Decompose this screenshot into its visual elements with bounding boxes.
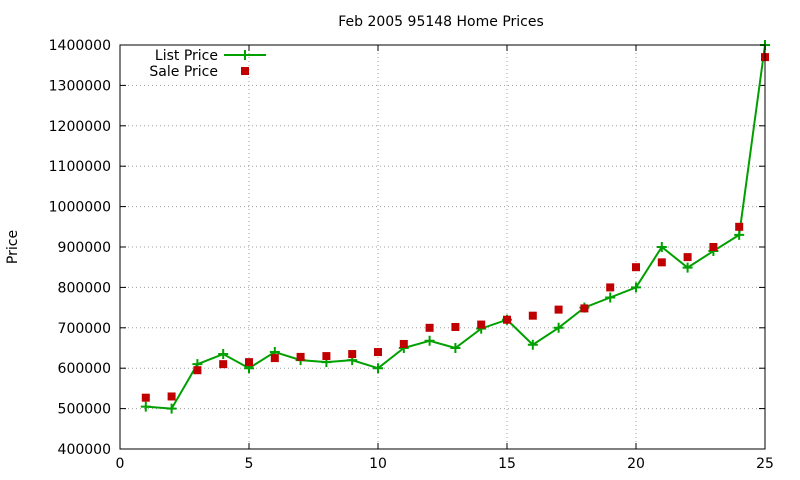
list-price-point xyxy=(424,335,435,346)
sale-price-point xyxy=(451,322,460,331)
list-price-point xyxy=(527,339,538,350)
list-price-point xyxy=(682,262,693,273)
y-tick-label: 900000 xyxy=(58,240,111,256)
sale-price-point xyxy=(632,263,640,272)
sale-price-point xyxy=(735,222,744,231)
y-tick-label: 500000 xyxy=(58,402,111,418)
list-price-point xyxy=(166,403,177,414)
sale-price-point xyxy=(477,320,486,329)
sale-price-point xyxy=(399,339,408,348)
list-price-point xyxy=(218,349,229,360)
sale-price-point xyxy=(580,304,589,313)
list-price-point xyxy=(140,401,151,412)
chart-title: Feb 2005 95148 Home Prices xyxy=(338,14,544,30)
sale-price-point xyxy=(606,283,615,292)
list-price-point xyxy=(656,242,667,252)
y-tick-label: 1400000 xyxy=(49,38,111,54)
x-tick-label: 15 xyxy=(498,456,516,472)
sale-price-point xyxy=(503,315,511,324)
sale-price-point xyxy=(374,348,382,357)
list-price-point xyxy=(373,363,383,374)
sale-price-point xyxy=(528,311,537,320)
sale-price-point xyxy=(322,352,331,361)
x-tick-label: 5 xyxy=(245,456,254,472)
grid xyxy=(120,45,765,449)
axis-ticks: 0 5 10 15 20 25 400000 500000 600000 700000 800000… xyxy=(49,38,774,472)
legend-swatch-list-price-marker xyxy=(240,50,250,60)
y-tick-label: 800000 xyxy=(58,280,111,296)
sale-price-point xyxy=(219,360,228,369)
y-tick-label: 1300000 xyxy=(49,78,111,94)
plot-frame xyxy=(119,44,766,450)
list-price-line xyxy=(145,44,766,410)
sale-price-point xyxy=(167,392,176,401)
sale-price-point xyxy=(193,366,202,375)
y-tick-label: 600000 xyxy=(58,361,111,377)
y-tick-label: 1000000 xyxy=(49,200,111,216)
x-tick-label: 20 xyxy=(627,456,645,472)
y-tick-label: 400000 xyxy=(58,442,111,458)
y-tick-label: 1200000 xyxy=(49,119,111,135)
y-tick-label: 1100000 xyxy=(49,159,111,175)
sale-price-point xyxy=(554,305,563,314)
x-tick-label: 0 xyxy=(116,456,125,472)
y-axis-label: Price xyxy=(5,230,21,264)
series-group xyxy=(140,40,770,414)
y-tick-label: 700000 xyxy=(58,321,111,337)
list-price-point xyxy=(734,229,745,240)
list-price-point xyxy=(631,282,641,293)
list-price-point xyxy=(450,343,461,353)
sale-price-point xyxy=(683,253,692,262)
sale-price-point xyxy=(270,354,279,363)
list-price-point xyxy=(605,292,616,303)
sale-price-point xyxy=(141,393,150,402)
sale-price-point xyxy=(245,358,253,367)
sale-price-point xyxy=(425,323,434,332)
legend-swatch-sale-price xyxy=(241,67,249,75)
sale-price-point xyxy=(348,350,357,359)
legend-label-list-price: List Price xyxy=(155,48,218,64)
x-tick-label: 10 xyxy=(369,456,387,472)
sale-price-point xyxy=(709,243,718,251)
list-price-point xyxy=(553,322,564,333)
sale-price-point xyxy=(296,352,305,361)
legend-label-sale-price: Sale Price xyxy=(149,64,218,80)
x-tick-label: 25 xyxy=(756,456,774,472)
sale-price-point xyxy=(657,258,666,267)
